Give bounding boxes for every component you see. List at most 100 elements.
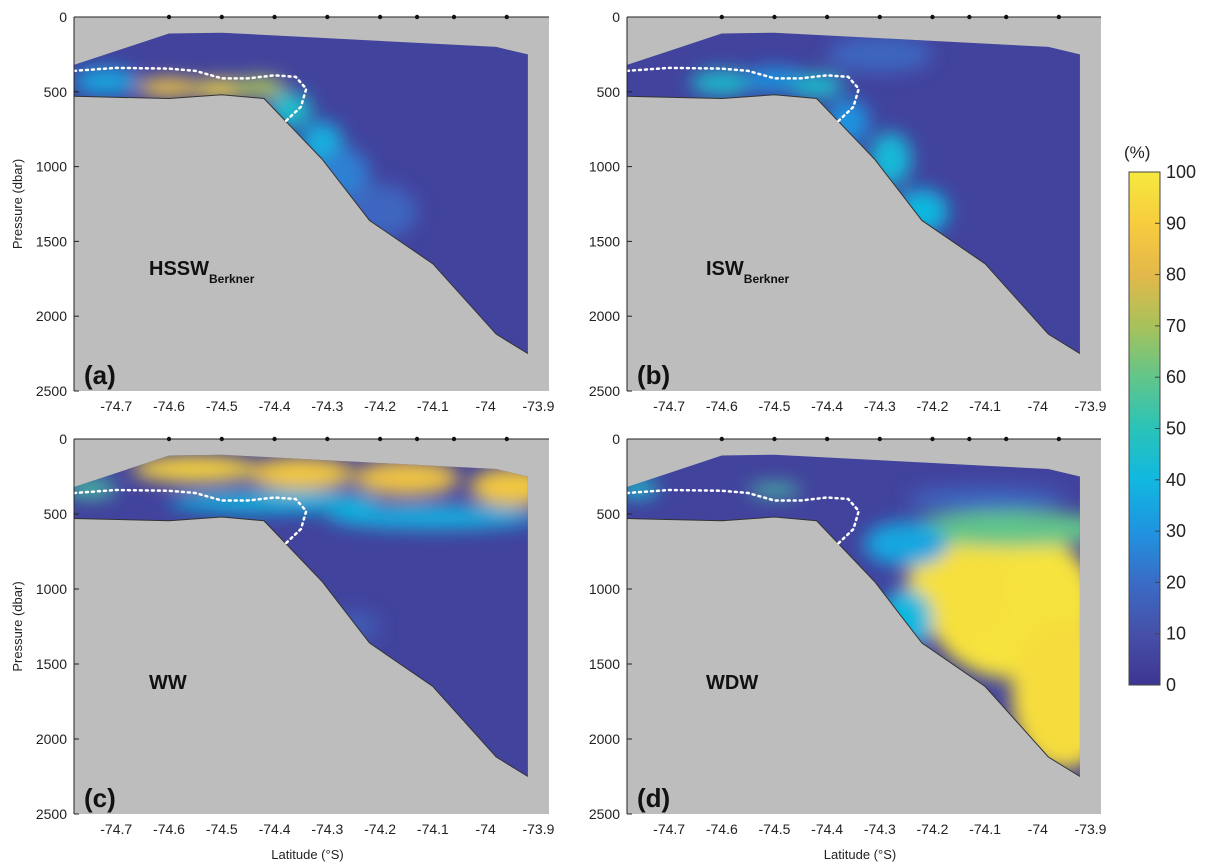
panel-a: 0 500 1000 1500 2000 2500 -74.7 -74.6 -74.5 -74.4… xyxy=(10,9,555,414)
seabed-line xyxy=(73,94,529,355)
station-marker xyxy=(272,14,277,20)
water-mass-label: WDW xyxy=(706,672,758,694)
concentration-blob xyxy=(74,67,138,95)
y-tick-label: 500 xyxy=(597,84,621,100)
water-section xyxy=(627,32,1080,354)
y-tick-label: 1500 xyxy=(36,656,67,672)
station-marker xyxy=(504,14,509,20)
x-tick-label: -74.4 xyxy=(259,398,291,414)
station-marker xyxy=(824,14,830,20)
seabed-line xyxy=(73,516,529,777)
x-tick-label: -73.9 xyxy=(1075,398,1107,414)
concentration-blob xyxy=(906,511,1080,547)
y-tick-label: 0 xyxy=(59,431,67,447)
station-marker xyxy=(1056,436,1062,442)
concentration-blob xyxy=(827,36,933,73)
colorbar-tick-label: 80 xyxy=(1166,265,1186,285)
y-tick-label: 500 xyxy=(44,506,68,522)
panel-b: 0 500 1000 1500 2000 2500 -74.7 -74.6 -74.5 -74.4… xyxy=(589,9,1107,414)
colorbar-tick-label: 20 xyxy=(1166,572,1186,592)
water-section xyxy=(74,32,528,354)
concentration-blob xyxy=(906,536,1012,642)
y-axis-label: Pressure (dbar) xyxy=(10,581,25,671)
colorbar-tick-label: 30 xyxy=(1166,521,1186,541)
y-tick-label: 2500 xyxy=(589,806,620,822)
station-marker xyxy=(1004,14,1009,20)
x-tick-label: -74.4 xyxy=(811,821,843,837)
y-tick-label: 1500 xyxy=(589,656,620,672)
panel-d: 0 500 1000 1500 2000 2500 -74.7 -74.6 -74.5 -74.4… xyxy=(589,431,1107,862)
concentration-blob xyxy=(690,70,754,95)
panel-label: (b) xyxy=(637,360,670,390)
station-marker xyxy=(877,436,882,442)
y-tick-label: 1500 xyxy=(36,233,67,249)
station-marker xyxy=(219,14,224,20)
x-tick-label: -74.1 xyxy=(417,398,449,414)
y-tick-label: 2000 xyxy=(36,308,67,324)
concentration-blob xyxy=(906,487,1065,511)
y-tick-label: 0 xyxy=(612,431,620,447)
x-tick-label: -74.5 xyxy=(206,398,238,414)
colorbar-gradient xyxy=(1128,171,1161,686)
colorbar-tick-label: 50 xyxy=(1166,419,1186,439)
colorbar-tick-label: 0 xyxy=(1166,675,1176,695)
station-marker xyxy=(967,14,972,20)
x-tick-label: -74.7 xyxy=(100,398,132,414)
x-tick-label: -74.6 xyxy=(153,821,185,837)
panel-label: (a) xyxy=(84,360,116,390)
concentration-blob xyxy=(353,460,460,496)
y-tick-label: 2500 xyxy=(36,806,67,822)
x-tick-label: -74.2 xyxy=(364,398,396,414)
y-tick-label: 2000 xyxy=(589,731,620,747)
panel-label: (c) xyxy=(84,783,116,813)
dashed-contour xyxy=(72,66,308,123)
station-marker xyxy=(377,436,383,442)
station-marker xyxy=(1056,14,1062,20)
x-tick-label: -74.4 xyxy=(811,398,843,414)
x-tick-label: -74.4 xyxy=(259,821,291,837)
x-tick-label: -74.2 xyxy=(364,821,396,837)
concentration-blob xyxy=(790,73,843,98)
colorbar-unit: (%) xyxy=(1124,143,1150,162)
y-tick-label: 0 xyxy=(59,9,67,25)
panels: 0 500 1000 1500 2000 2500 -74.7 -74.6 -74.5 -74.4… xyxy=(10,9,1107,862)
station-marker xyxy=(325,436,330,442)
station-marker xyxy=(219,436,224,442)
x-tick-label: -74.6 xyxy=(706,821,738,837)
dashed-contour xyxy=(625,66,861,123)
colorbar-tick-label: 100 xyxy=(1166,162,1196,182)
dashed-contour xyxy=(72,488,308,546)
concentration-blob xyxy=(327,505,528,529)
x-tick-label: -74.6 xyxy=(706,398,738,414)
y-tick-label: 500 xyxy=(597,506,621,522)
x-tick-label: -74.3 xyxy=(311,398,343,414)
colorbar-tick-label: 70 xyxy=(1166,316,1186,336)
concentration-blob xyxy=(469,467,528,507)
x-tick-label: -74.1 xyxy=(969,821,1001,837)
station-marker xyxy=(451,14,457,20)
colorbar-tick-label: 40 xyxy=(1166,470,1186,490)
x-tick-label: -74.3 xyxy=(864,398,896,414)
concentration-blob xyxy=(232,76,286,98)
y-axis-label: Pressure (dbar) xyxy=(10,159,25,249)
station-marker xyxy=(930,14,935,20)
x-tick-label: -73.9 xyxy=(1075,821,1107,837)
concentration-blob xyxy=(168,491,381,513)
y-tick-label: 2000 xyxy=(589,308,620,324)
station-marker xyxy=(272,436,277,442)
x-tick-label: -74.6 xyxy=(153,398,185,414)
station-marker xyxy=(504,436,509,442)
station-marker xyxy=(772,436,777,442)
x-tick-label: -74.2 xyxy=(917,398,949,414)
station-marker xyxy=(719,14,724,20)
station-marker xyxy=(824,436,830,442)
x-tick-label: -74.1 xyxy=(969,398,1001,414)
x-tick-label: -74.3 xyxy=(311,821,343,837)
concentration-blob xyxy=(74,479,117,498)
station-marker xyxy=(414,14,420,20)
station-marker xyxy=(772,14,777,20)
concentration-blob xyxy=(748,484,801,496)
dashed-contour xyxy=(625,488,861,546)
station-marker xyxy=(166,14,172,20)
